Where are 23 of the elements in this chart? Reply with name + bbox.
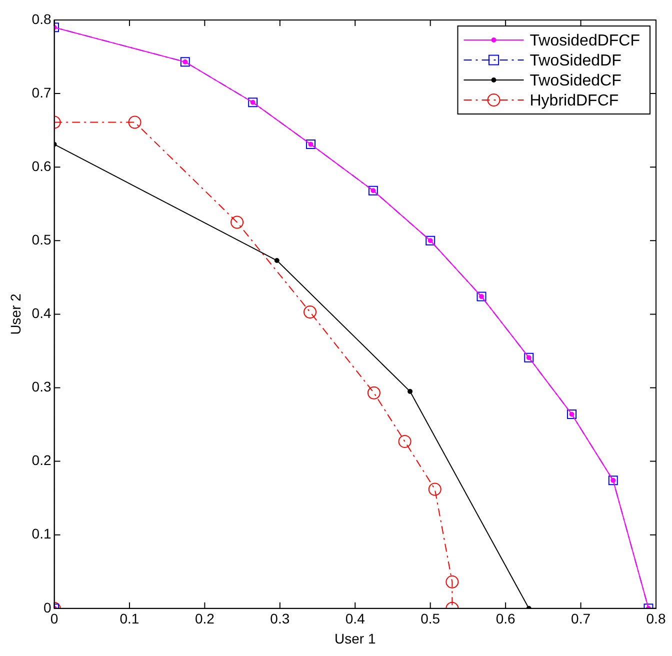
x-tick-label: 0.8 xyxy=(646,610,666,627)
x-tick-label: 0.5 xyxy=(420,610,440,627)
y-tick-label: 0.1 xyxy=(32,526,52,542)
x-tick-label: 0.1 xyxy=(120,610,140,627)
legend-label: TwoSidedDF xyxy=(530,52,622,70)
legend-label: TwosidedDFCF xyxy=(530,32,640,50)
x-axis-title: User 1 xyxy=(334,630,376,646)
x-tick-label: 0.7 xyxy=(571,610,591,627)
y-tick-label: 0.6 xyxy=(32,158,52,174)
x-tick-label: 0.6 xyxy=(496,610,516,627)
legend-label: TwoSidedCF xyxy=(530,72,622,90)
y-tick-label: 0.4 xyxy=(32,305,52,322)
y-tick-label: 0 xyxy=(43,599,52,616)
y-tick-label: 0.7 xyxy=(32,84,52,100)
y-tick-label: 0.2 xyxy=(32,452,52,468)
x-tick-label: 0.4 xyxy=(345,610,366,627)
y-tick-label: 0.8 xyxy=(32,10,52,27)
y-axis-title: User 2 xyxy=(7,293,24,335)
y-tick-label: 0.5 xyxy=(32,232,52,248)
x-tick-label: 0.2 xyxy=(194,610,215,627)
legend-label: HybridDFCF xyxy=(530,92,619,110)
y-tick-label: 0.3 xyxy=(32,378,52,395)
x-tick-label: 0.3 xyxy=(270,610,290,627)
